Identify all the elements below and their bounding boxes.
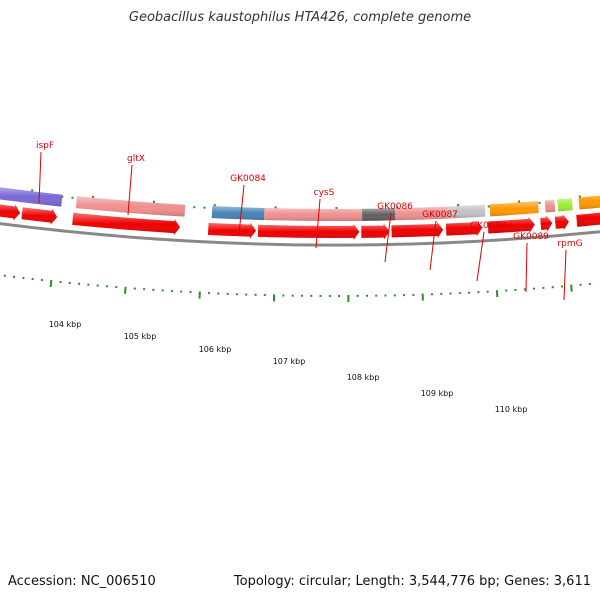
scale-tick [124, 286, 127, 294]
backbone-layer [0, 222, 600, 247]
scale-label: 108 kbp [347, 373, 380, 382]
gene-band-2 [211, 206, 265, 221]
gene-label: GK0087 [422, 210, 458, 220]
cds-arrow [445, 220, 483, 237]
cds-arrow [391, 222, 444, 239]
scale-label: 104 kbp [49, 320, 82, 329]
scale-label: 110 kbp [495, 405, 528, 414]
cds-arrow [72, 212, 181, 236]
cds-arrow [0, 204, 21, 221]
gene-leader-line [38, 151, 42, 204]
gene-leader-line [525, 242, 528, 293]
gene-leader-line [429, 220, 437, 271]
cds-arrow [21, 207, 58, 225]
cds-arrow [540, 215, 553, 232]
gene-label: ispF [36, 141, 54, 151]
cds-arrow [487, 216, 535, 234]
scale-label: 109 kbp [421, 389, 454, 398]
map-title: Geobacillus kaustophilus HTA426, complet… [128, 10, 472, 25]
feature-band-0 [557, 198, 573, 212]
gene-band-4 [362, 208, 396, 221]
gene-band-6 [447, 204, 486, 219]
gene-label: gltX [127, 154, 145, 164]
cds-arrow [257, 223, 360, 240]
accession-text: Accession: NC_006510 [8, 574, 156, 589]
gene-leader-line [384, 212, 392, 263]
gene-leader-line [238, 184, 245, 235]
cds-arrow [361, 223, 390, 240]
gene-label: GK0089 [513, 232, 549, 242]
cds-arrow [576, 212, 600, 227]
scale-tick [570, 284, 573, 292]
scale-label: 107 kbp [273, 357, 306, 366]
gene-label: cysS [314, 188, 335, 198]
scale-label: 105 kbp [124, 332, 157, 341]
label-layer: ispF gltX GK0084 cysS GK0086 GK0087 GK0088 GK00… [36, 141, 583, 301]
cds-arrow [207, 222, 257, 239]
cds-layer [0, 204, 600, 240]
cds-arrow [554, 214, 569, 231]
gene-leader-line [315, 198, 321, 249]
gene-leader-line [563, 249, 567, 301]
gene-leader-line [476, 231, 485, 282]
scale-layer: 104 kbp 105 kbp 106 kbp 107 kbp 108 kbp 109 k… [49, 320, 528, 414]
gene-label: GK0088 [470, 221, 506, 231]
gene-band-7 [489, 201, 539, 217]
scale-tick [49, 279, 53, 288]
gene-band-0 [0, 187, 63, 207]
genome-stats-text: Topology: circular; Length: 3,544,776 bp… [233, 574, 591, 589]
gene-label: GK0086 [377, 202, 413, 212]
feature-band-1 [578, 195, 600, 210]
scale-label: 106 kbp [199, 345, 232, 354]
gene-band-3 [264, 208, 363, 222]
gene-label: GK0084 [230, 174, 266, 184]
gene-label: rpmG [557, 239, 582, 249]
feature-layer [0, 187, 600, 222]
gene-band-1 [75, 196, 186, 217]
backbone-line [0, 222, 600, 247]
gene-band-5 [394, 206, 448, 221]
gene-band-8 [544, 199, 556, 213]
gene-leader-line [127, 164, 133, 216]
